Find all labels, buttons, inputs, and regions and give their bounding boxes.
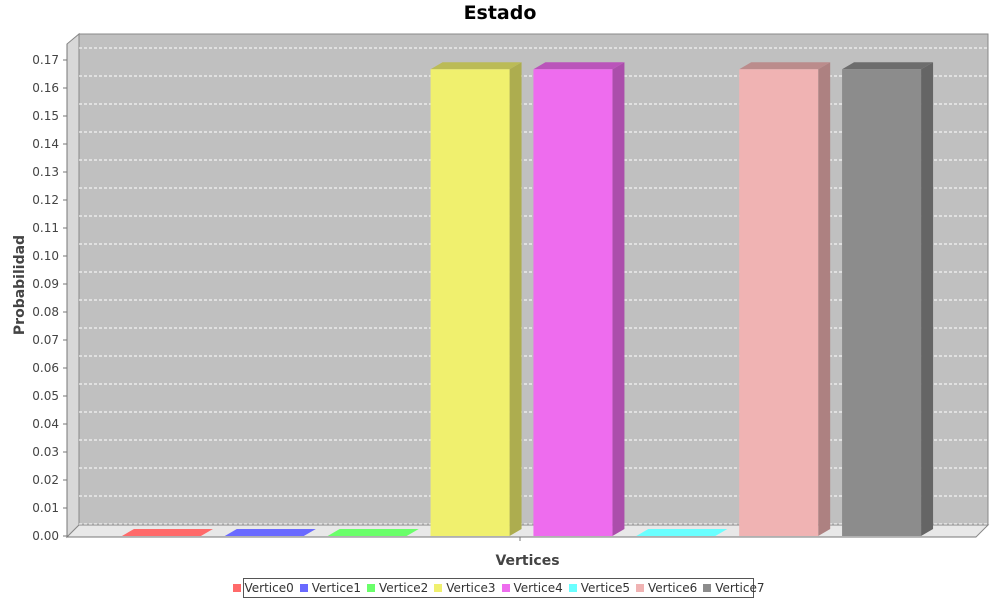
y-tick-label: 0.15 (32, 109, 59, 123)
legend-item: Vertice2 (367, 581, 428, 595)
legend-swatch (434, 584, 443, 592)
legend-label: Vertice5 (580, 581, 630, 595)
legend-label: Vertice2 (379, 581, 429, 595)
legend-item: Vertice1 (299, 581, 361, 595)
y-tick-label: 0.09 (32, 277, 59, 291)
bar-top-face (224, 529, 316, 536)
bar-side-face (612, 62, 625, 537)
legend-item: Vertice3 (434, 581, 496, 595)
y-tick-label: 0.05 (32, 389, 59, 403)
bar-front-face (430, 69, 510, 537)
bar-vertice7 (842, 62, 934, 537)
y-tick-label: 0.16 (32, 81, 59, 95)
bar-top-face (121, 529, 213, 536)
y-tick-label: 0.11 (32, 221, 59, 235)
y-tick-label: 0.10 (32, 249, 59, 263)
legend-item: Vertice7 (703, 581, 765, 595)
bar-vertice2 (327, 529, 419, 536)
y-tick-label: 0.03 (32, 445, 59, 459)
bar-top-face (739, 62, 831, 70)
legend-label: Vertice7 (715, 581, 765, 595)
legend-label: Vertice1 (311, 581, 361, 595)
y-tick-label: 0.12 (32, 193, 59, 207)
x-axis-label: Vertices (495, 553, 560, 569)
y-tick-label: 0.17 (32, 53, 59, 67)
bar-side-face (509, 62, 522, 537)
y-tick-label: 0.14 (32, 137, 59, 151)
bar-top-face (842, 62, 934, 70)
legend-swatch (568, 584, 577, 592)
y-tick-label: 0.02 (32, 473, 59, 487)
bar-vertice6 (739, 62, 831, 537)
bar-vertice0 (121, 529, 213, 536)
legend-swatch (367, 584, 375, 592)
legend: Vertice0 Vertice1 Vertice2 Vertice3 Vertice4… (232, 578, 765, 598)
bar-side-face (818, 62, 831, 537)
bar-vertice3 (430, 62, 522, 537)
bar-front-face (533, 69, 613, 537)
bar-top-face (430, 62, 522, 70)
legend-swatch (232, 584, 241, 592)
y-tick-label: 0.01 (32, 501, 59, 515)
bar-top-face (327, 529, 419, 536)
bar-side-face (921, 62, 934, 537)
legend-label: Vertice0 (244, 581, 294, 595)
bar-front-face (739, 69, 819, 537)
legend-label: Vertice3 (446, 581, 496, 595)
legend-label: Vertice4 (513, 581, 563, 595)
legend-item: Vertice6 (636, 581, 697, 595)
legend-item: Vertice0 (232, 581, 294, 595)
bar-top-face (636, 529, 728, 536)
bar-vertice5 (636, 529, 728, 536)
legend-swatch (703, 584, 712, 592)
y-tick-label: 0.06 (32, 361, 59, 375)
y-tick-label: 0.04 (32, 417, 59, 431)
bar-front-face (842, 69, 922, 537)
y-tick-label: 0.07 (32, 333, 59, 347)
legend-label: Vertice6 (648, 581, 698, 595)
chart-title: Estado (463, 2, 537, 24)
bar-top-face (533, 62, 625, 70)
bar-vertice4 (533, 62, 625, 537)
legend-item: Vertice4 (501, 581, 563, 595)
y-tick-label: 0.00 (32, 529, 59, 543)
legend-swatch (636, 584, 644, 592)
legend-item: Vertice5 (568, 581, 630, 595)
y-tick-label: 0.08 (32, 305, 59, 319)
bar-vertice1 (224, 529, 316, 536)
y-tick-label: 0.13 (32, 165, 59, 179)
legend-swatch (501, 584, 510, 592)
legend-swatch (299, 584, 308, 592)
plot-left-wall (66, 32, 80, 539)
